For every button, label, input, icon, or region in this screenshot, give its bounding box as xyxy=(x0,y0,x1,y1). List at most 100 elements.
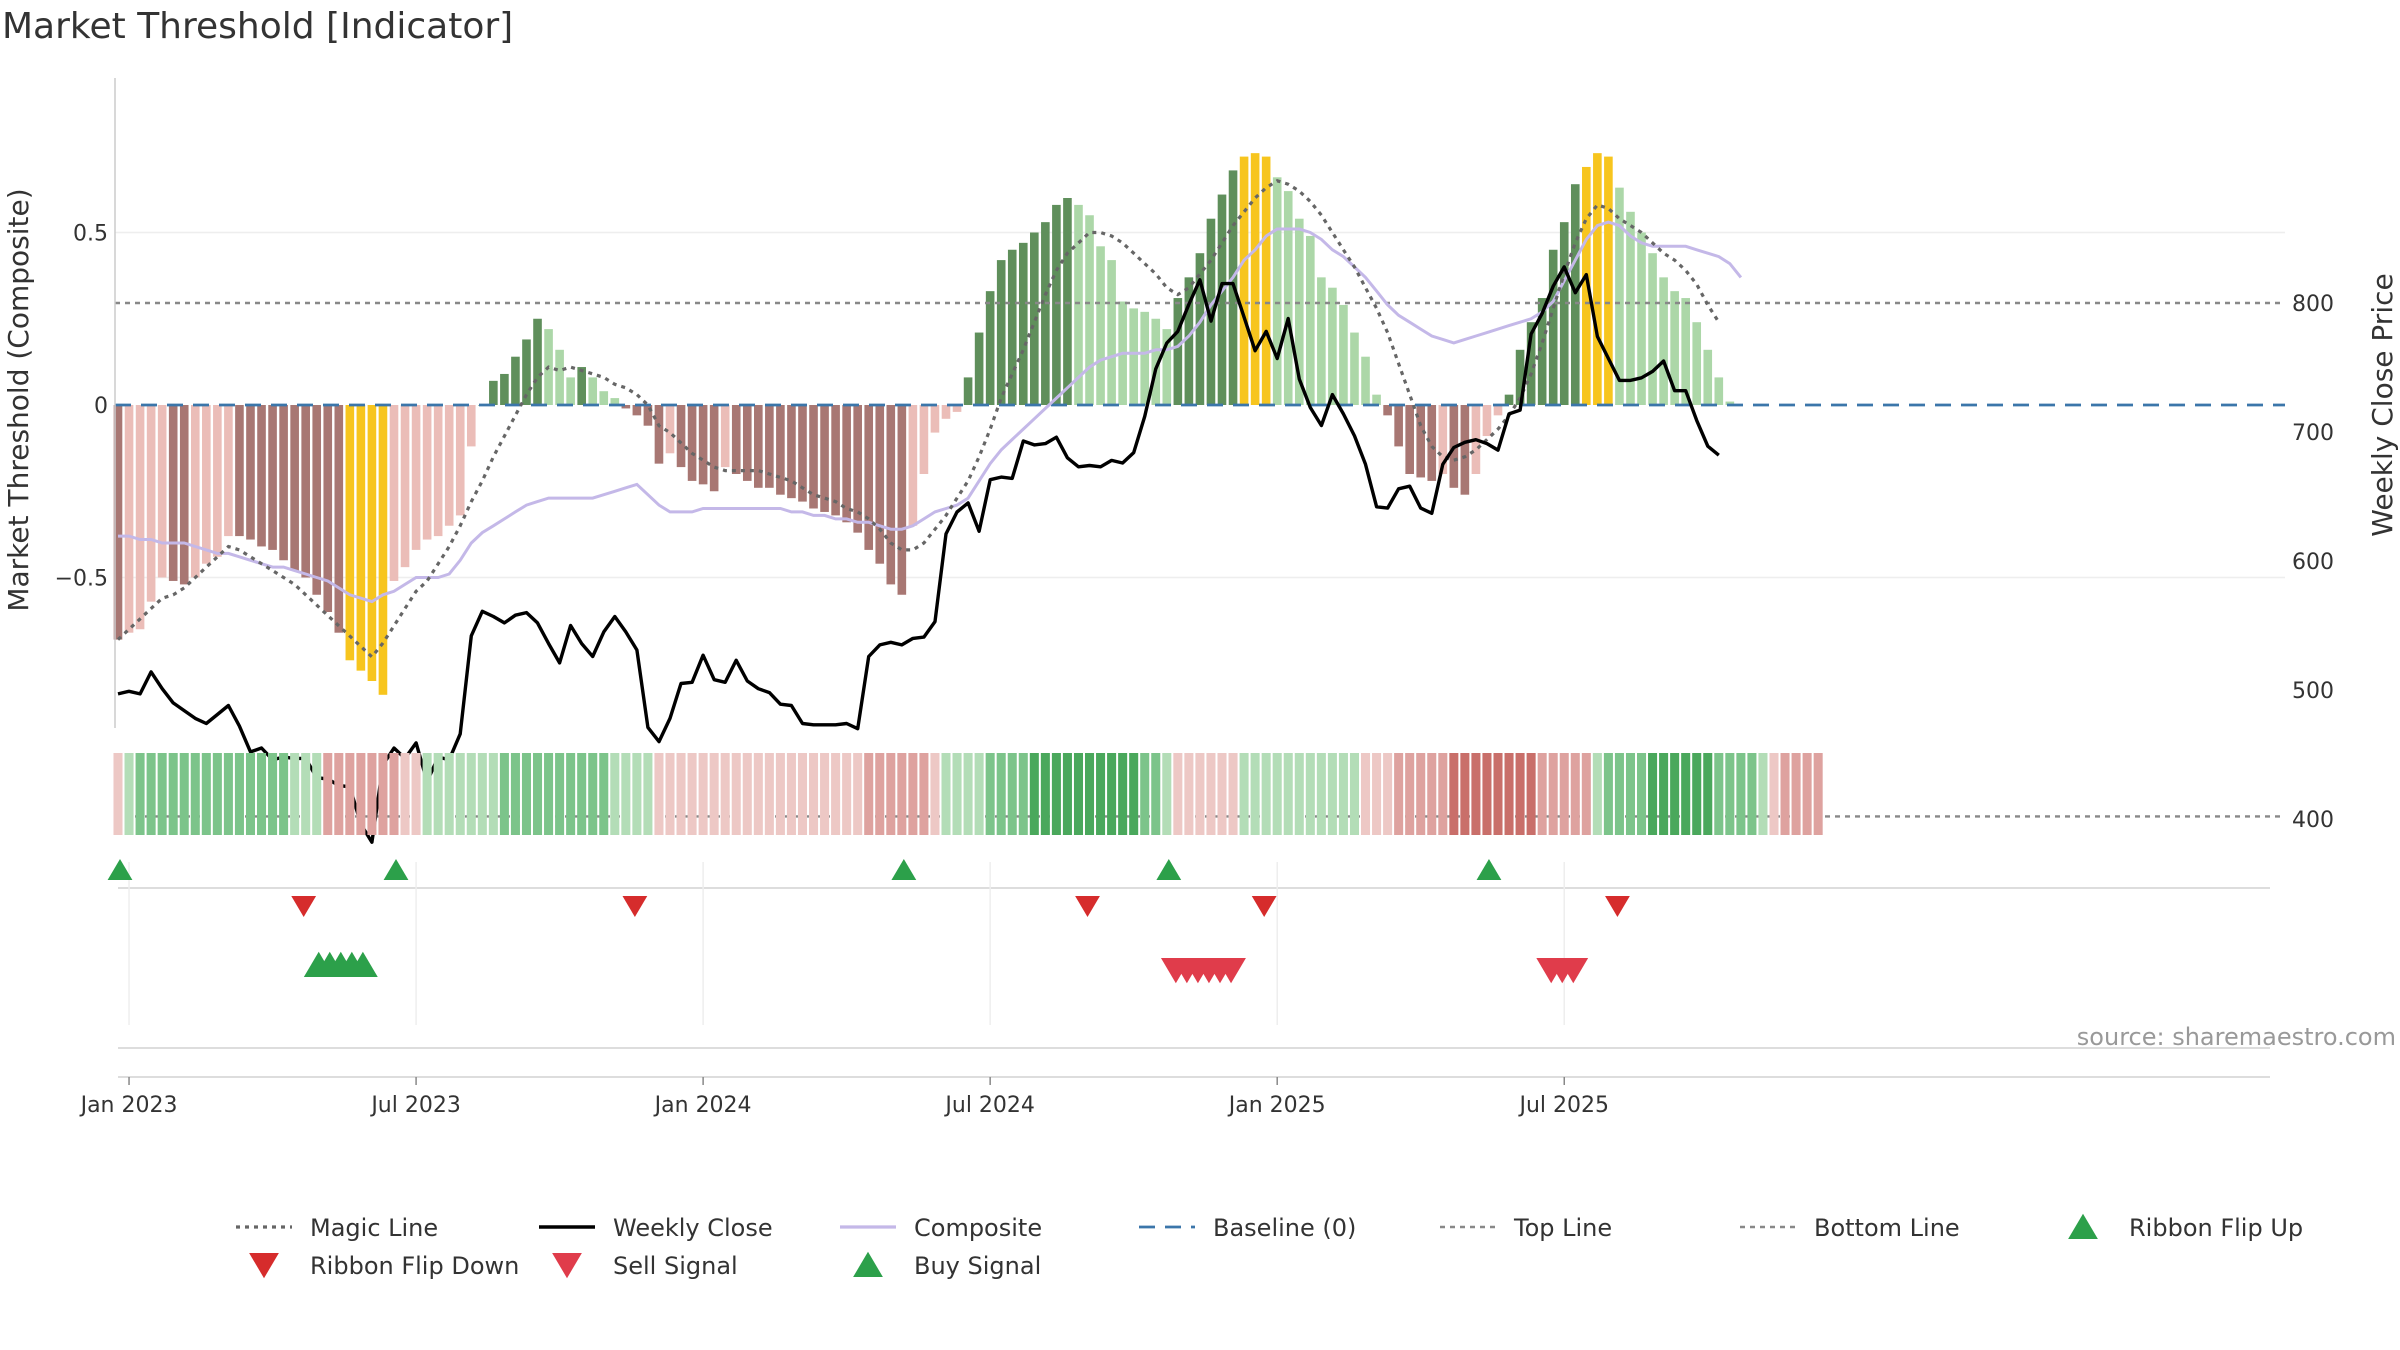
composite-bar xyxy=(444,405,454,526)
composite-bar xyxy=(268,405,277,550)
ribbon-flip-down-marker xyxy=(291,896,317,917)
composite-bar xyxy=(1239,156,1249,405)
composite-bar xyxy=(1615,187,1624,405)
ribbon-segment xyxy=(720,753,730,835)
x-tick-label: Jul 2024 xyxy=(943,1093,1035,1118)
ribbon-segment xyxy=(312,753,322,835)
sell-signal-marker xyxy=(1216,958,1246,984)
ribbon-segment xyxy=(1559,753,1569,835)
legend-label: Weekly Close xyxy=(613,1214,773,1242)
composite-bar xyxy=(952,405,962,412)
ribbon-segment xyxy=(1758,753,1768,835)
composite-bar xyxy=(1526,322,1536,405)
legend-item: Bottom Line xyxy=(1740,1214,1960,1242)
composite-bar xyxy=(996,260,1006,405)
composite-bar xyxy=(1129,308,1138,405)
ribbon-flip-up-marker xyxy=(891,859,917,880)
ribbon-segment xyxy=(643,753,653,835)
composite-bar xyxy=(1604,156,1613,405)
composite-bar xyxy=(1074,204,1083,405)
axes-layer: 0.5 0 −0.5 800 700 600 500 400 xyxy=(55,78,2334,833)
ribbon-segment xyxy=(577,753,587,835)
sell-signal-marker xyxy=(1558,958,1589,984)
composite-bar xyxy=(1184,277,1194,405)
composite-bar xyxy=(577,367,586,405)
ribbon-segment xyxy=(422,753,432,835)
ribbon-segment xyxy=(488,753,498,835)
composite-bar xyxy=(1681,298,1690,405)
signal-markers: Jan 2023 Jul 2023 Jan 2024 Jul 2024 Jan 2025… xyxy=(79,859,2270,1118)
legend-label: Composite xyxy=(914,1214,1042,1242)
ribbon-segment xyxy=(1736,753,1746,835)
ribbon-segment xyxy=(1471,753,1481,835)
ribbon-segment xyxy=(908,753,918,835)
composite-bar xyxy=(389,405,399,581)
composite-bar xyxy=(930,405,940,433)
composite-bar xyxy=(588,377,598,405)
ribbon-segment xyxy=(168,753,178,835)
composite-bar xyxy=(489,380,498,405)
ribbon-segment xyxy=(1780,753,1790,835)
ribbon-segment xyxy=(113,753,123,835)
composite-bar xyxy=(610,398,620,405)
ribbon-segment xyxy=(411,753,421,835)
composite-bar xyxy=(1085,215,1094,405)
composite-bar xyxy=(1063,198,1072,405)
composite-bar xyxy=(941,405,951,419)
ribbon-segment xyxy=(930,753,940,835)
ribbon-segment xyxy=(599,753,609,835)
legend-item: Baseline (0) xyxy=(1139,1214,1356,1242)
ribbon-segment xyxy=(1184,753,1194,835)
composite-bar xyxy=(179,405,189,585)
ribbon-flip-up-marker xyxy=(107,859,133,880)
y-tick-right: 500 xyxy=(2292,679,2334,704)
ribbon-segment xyxy=(621,753,631,835)
composite-bar xyxy=(1626,211,1635,405)
ribbon-segment xyxy=(665,753,675,835)
ribbon-segment xyxy=(963,753,973,835)
ribbon-segment xyxy=(687,753,697,835)
legend-label: Top Line xyxy=(1513,1214,1612,1242)
composite-bar xyxy=(1350,332,1359,405)
ribbon-segment xyxy=(1802,753,1812,835)
ribbon-segment xyxy=(400,753,410,835)
composite-bar xyxy=(190,405,200,578)
ribbon-segment xyxy=(1239,753,1249,835)
ribbon-segment xyxy=(1504,753,1514,835)
ribbon-segment xyxy=(1129,753,1139,835)
legend-item: Top Line xyxy=(1440,1214,1612,1242)
composite-bar xyxy=(974,332,984,405)
ribbon-segment xyxy=(201,753,211,835)
composite-bar xyxy=(168,405,178,581)
legend-item: Buy Signal xyxy=(853,1251,1041,1280)
x-tick-label: Jul 2025 xyxy=(1517,1093,1609,1118)
ribbon-segment xyxy=(875,753,885,835)
legend-label: Buy Signal xyxy=(914,1252,1041,1280)
composite-bar xyxy=(1659,277,1668,405)
ribbon-segment xyxy=(1405,753,1415,835)
grid-layer xyxy=(115,231,2285,579)
ribbon-segment xyxy=(1769,753,1779,835)
ribbon-segment xyxy=(1383,753,1393,835)
composite-line xyxy=(118,220,1743,604)
ribbon-segment xyxy=(709,753,719,835)
composite-bar xyxy=(279,405,288,561)
composite-bar xyxy=(213,405,222,557)
legend-swatch xyxy=(853,1251,883,1277)
ribbon-segment xyxy=(919,753,929,835)
y-tick-left: 0 xyxy=(94,394,108,419)
composite-bar xyxy=(1383,405,1392,416)
composite-bar xyxy=(1151,318,1161,405)
ribbon-segment xyxy=(555,753,565,835)
composite-bar xyxy=(809,405,818,509)
composite-bar xyxy=(1416,405,1426,478)
composite-bar xyxy=(1405,405,1414,474)
composite-bar xyxy=(157,405,167,578)
composite-bar xyxy=(1670,291,1679,405)
composite-bar xyxy=(621,405,631,409)
composite-bar xyxy=(665,405,675,454)
legend-swatch xyxy=(552,1253,582,1279)
composite-bar xyxy=(1261,156,1271,405)
ribbon-segment xyxy=(544,753,554,835)
